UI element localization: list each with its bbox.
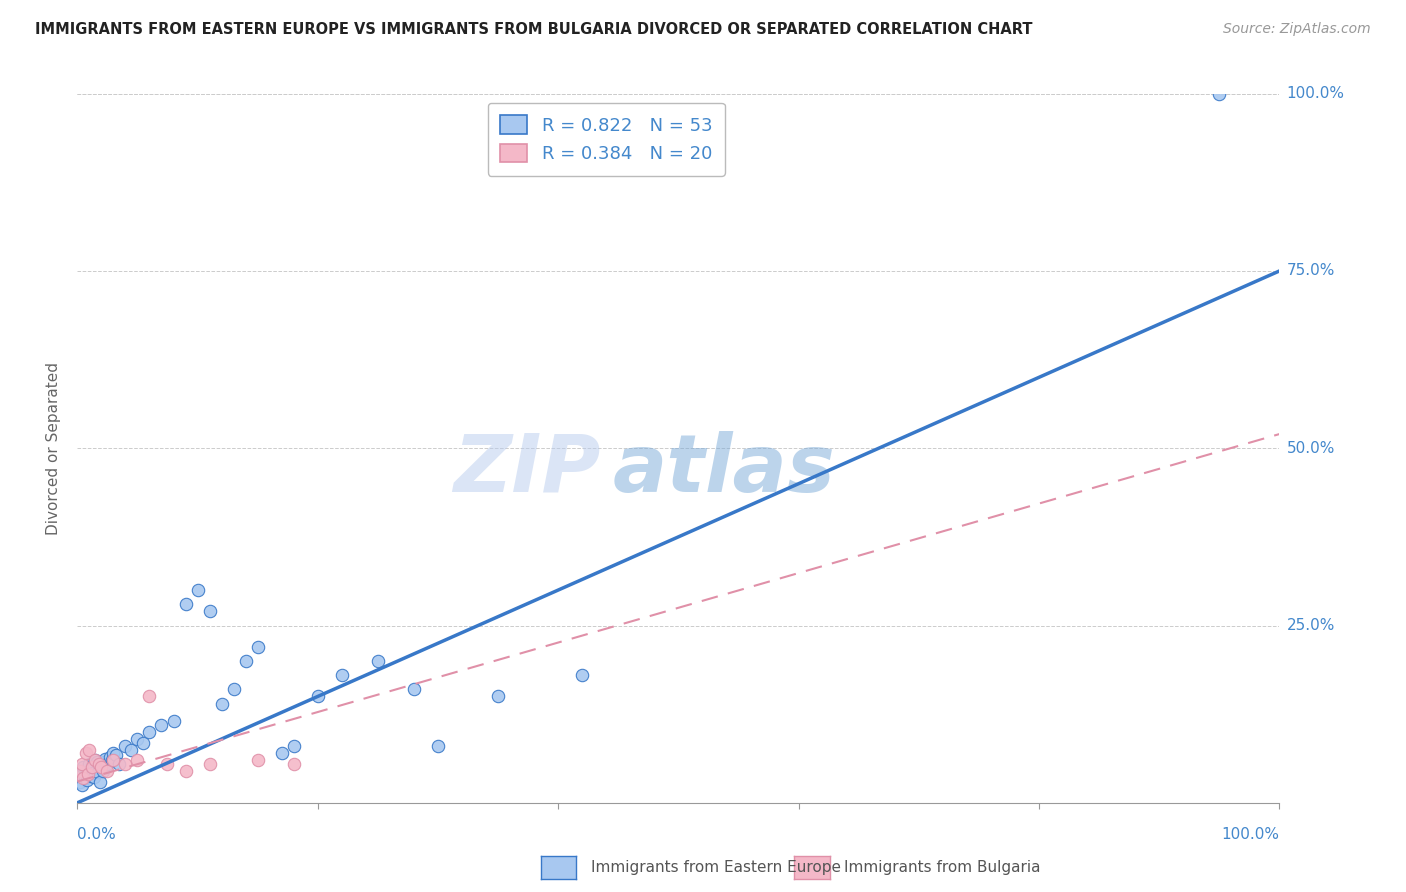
Point	[70, 756, 93, 771]
Point	[138, 690, 160, 704]
Point	[94, 752, 117, 766]
Text: atlas: atlas	[612, 431, 835, 508]
Point	[162, 714, 184, 729]
Point	[427, 739, 450, 753]
Point	[80, 760, 103, 774]
Point	[198, 604, 221, 618]
Point	[114, 756, 136, 771]
Point	[77, 762, 100, 776]
Point	[69, 774, 91, 789]
Point	[87, 756, 110, 771]
Point	[70, 764, 93, 778]
Point	[1208, 87, 1230, 101]
Point	[90, 760, 112, 774]
Point	[330, 668, 353, 682]
Text: ZIP: ZIP	[453, 431, 600, 508]
Point	[87, 764, 110, 779]
Point	[235, 654, 257, 668]
Point	[132, 735, 155, 749]
Point	[75, 767, 97, 781]
Point	[98, 749, 121, 764]
Point	[90, 760, 112, 774]
Point	[367, 654, 389, 668]
Point	[283, 756, 305, 771]
Point	[86, 755, 108, 769]
Point	[101, 753, 124, 767]
Point	[127, 753, 149, 767]
Point	[96, 764, 118, 778]
Point	[84, 753, 107, 767]
Point	[104, 747, 127, 762]
Point	[114, 739, 136, 753]
Point	[270, 746, 292, 760]
Legend: R = 0.822   N = 53, R = 0.384   N = 20: R = 0.822 N = 53, R = 0.384 N = 20	[488, 103, 725, 176]
Point	[69, 764, 91, 778]
Text: IMMIGRANTS FROM EASTERN EUROPE VS IMMIGRANTS FROM BULGARIA DIVORCED OR SEPARATED: IMMIGRANTS FROM EASTERN EUROPE VS IMMIGR…	[35, 22, 1032, 37]
Point	[211, 697, 233, 711]
Point	[103, 753, 125, 767]
Point	[80, 759, 103, 773]
Text: Immigrants from Bulgaria: Immigrants from Bulgaria	[844, 860, 1040, 874]
Point	[91, 764, 114, 778]
Text: 0.0%: 0.0%	[77, 827, 117, 841]
Text: 25.0%: 25.0%	[1286, 618, 1334, 633]
Point	[79, 742, 101, 756]
Point	[246, 753, 269, 767]
Point	[198, 756, 221, 771]
Point	[79, 756, 101, 771]
Point	[72, 771, 94, 785]
Point	[120, 742, 142, 756]
Point	[84, 753, 107, 767]
Point	[127, 731, 149, 746]
Y-axis label: Divorced or Separated: Divorced or Separated	[46, 362, 62, 534]
Point	[486, 690, 509, 704]
Point	[138, 724, 160, 739]
Point	[89, 774, 111, 789]
Point	[96, 760, 118, 774]
Point	[150, 718, 173, 732]
Point	[571, 668, 593, 682]
Point	[222, 682, 245, 697]
Point	[75, 746, 97, 760]
Point	[307, 690, 329, 704]
Point	[72, 760, 94, 774]
Point	[82, 766, 104, 780]
Text: Source: ZipAtlas.com: Source: ZipAtlas.com	[1223, 22, 1371, 37]
Point	[156, 756, 179, 771]
Point	[174, 764, 197, 778]
Point	[402, 682, 425, 697]
Point	[77, 767, 100, 781]
Point	[246, 640, 269, 654]
Point	[76, 773, 98, 788]
Point	[108, 756, 131, 771]
Point	[70, 778, 93, 792]
Point	[83, 770, 105, 784]
Point	[174, 597, 197, 611]
Point	[79, 769, 101, 783]
Point	[87, 756, 110, 771]
Text: 50.0%: 50.0%	[1286, 441, 1334, 456]
Point	[283, 739, 305, 753]
Point	[96, 756, 118, 771]
Point	[93, 755, 115, 769]
Text: 75.0%: 75.0%	[1286, 263, 1334, 278]
Point	[103, 746, 125, 760]
Text: 100.0%: 100.0%	[1222, 827, 1279, 841]
Text: 100.0%: 100.0%	[1286, 87, 1344, 101]
Point	[186, 583, 209, 598]
Text: Immigrants from Eastern Europe: Immigrants from Eastern Europe	[591, 860, 841, 874]
Point	[73, 771, 96, 785]
